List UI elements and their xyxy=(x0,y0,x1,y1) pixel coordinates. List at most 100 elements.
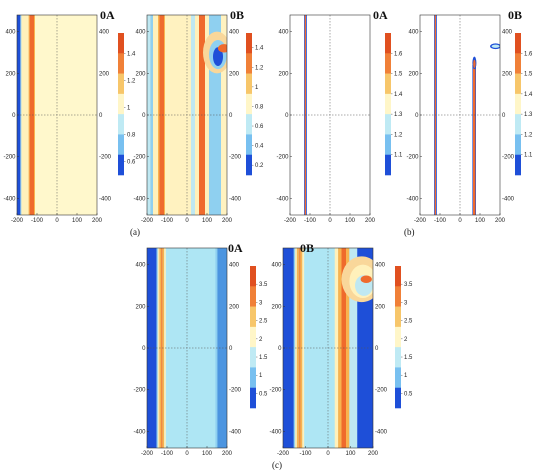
x-tick-label: 100 xyxy=(202,218,213,224)
colorbar-segment xyxy=(395,266,401,287)
x-tick-label: -100 xyxy=(31,218,44,224)
right-y-tick-label: -200 xyxy=(375,388,388,394)
right-y-tick-label: -200 xyxy=(229,388,242,394)
heatmap-band-6 xyxy=(302,248,305,448)
colorbar-tick-label: 1.2 xyxy=(524,132,533,138)
colorbar: 1.6 1.5 1.4 1.3 1.2 1.1 xyxy=(385,33,403,176)
y-tick-label: 200 xyxy=(135,304,146,310)
heatmap-band-7 xyxy=(195,15,199,215)
colorbar-tick-label: 0.5 xyxy=(259,391,268,397)
colorbar-segment xyxy=(385,53,391,74)
y-tick-label: 200 xyxy=(278,71,289,77)
heatmap-blob-3 xyxy=(218,44,227,53)
right-y-tick-label: 0 xyxy=(502,113,506,119)
colorbar-tick-label: 0.6 xyxy=(255,124,264,130)
colorbar-segment xyxy=(515,73,521,95)
colorbar-segment xyxy=(515,93,521,115)
panel-title: 0B xyxy=(508,8,522,22)
heatmap-bar-1 xyxy=(473,67,476,215)
colorbar-segment xyxy=(246,53,252,74)
y-tick-label: 400 xyxy=(135,263,146,269)
y-tick-label: -400 xyxy=(276,196,289,202)
x-tick-label: 200 xyxy=(365,218,376,224)
y-tick-label: -200 xyxy=(3,155,16,161)
heatmap-band-1 xyxy=(293,248,296,448)
heatmap-band-4 xyxy=(159,15,164,215)
x-tick-label: -200 xyxy=(414,218,427,224)
colorbar-segment xyxy=(118,154,124,176)
heatmap-band-5 xyxy=(34,15,35,215)
right-y-tick-label: 400 xyxy=(99,30,110,36)
heatmap-panel-3: -200 -100 0 100 200 400 200 0 -200 -400 400 200 0 -20… xyxy=(406,8,533,224)
heatmap-panel-1: -200 -100 0 100 200 400 200 0 -200 -400 400 200 0 -20… xyxy=(133,8,264,224)
colorbar-tick-label: 3 xyxy=(404,300,408,306)
y-tick-label: 400 xyxy=(135,30,146,36)
colorbar-segment xyxy=(395,286,401,307)
x-tick-label: 0 xyxy=(185,451,189,457)
colorbar-tick-label: 1.5 xyxy=(259,355,268,361)
y-tick-label: 200 xyxy=(408,71,419,77)
heatmap-band-0 xyxy=(147,248,157,448)
panel-title: 0B xyxy=(230,8,244,22)
colorbar-segment xyxy=(385,33,391,54)
right-y-tick-label: 400 xyxy=(229,263,240,269)
heatmap-band-4 xyxy=(29,15,34,215)
colorbar-segment xyxy=(246,134,252,156)
colorbar-tick-label: 1.2 xyxy=(394,132,403,138)
caption-c: (c) xyxy=(272,460,282,470)
x-tick-label: 0 xyxy=(326,451,330,457)
y-tick-label: 0 xyxy=(12,113,16,119)
colorbar-segment xyxy=(118,114,124,135)
right-y-tick-label: 0 xyxy=(229,113,233,119)
y-tick-label: -400 xyxy=(3,196,16,202)
panel-title: 0A xyxy=(373,8,388,22)
y-tick-label: -400 xyxy=(133,196,146,202)
colorbar-tick-label: 0.8 xyxy=(127,132,136,138)
colorbar-segment xyxy=(385,73,391,95)
x-tick-label: 200 xyxy=(495,218,506,224)
colorbar-segment xyxy=(250,306,256,328)
caption-a: (a) xyxy=(130,227,140,237)
x-tick-label: 0 xyxy=(458,218,462,224)
colorbar-tick-label: 3 xyxy=(259,300,263,306)
heatmap-band-2 xyxy=(157,248,160,448)
caption-b: (b) xyxy=(404,227,415,237)
heatmap-panel-0: -200 -100 0 100 200 400 200 0 -200 -400 400 200 0 -20… xyxy=(3,8,136,224)
x-tick-label: 0 xyxy=(55,218,59,224)
y-tick-label: 200 xyxy=(135,71,146,77)
colorbar-tick-label: 1 xyxy=(404,373,408,379)
colorbar-segment xyxy=(246,33,252,54)
panel-title: 0A xyxy=(100,8,115,22)
right-y-tick-label: -400 xyxy=(375,429,388,435)
right-y-tick-label: -200 xyxy=(99,155,112,161)
colorbar-tick-label: 1 xyxy=(259,373,263,379)
colorbar-tick-label: 1.5 xyxy=(394,72,403,78)
colorbar-tick-label: 3.5 xyxy=(259,282,268,288)
colorbar-segment xyxy=(250,367,256,389)
right-y-tick-label: 200 xyxy=(375,304,386,310)
y-tick-label: -200 xyxy=(406,155,419,161)
x-tick-label: -100 xyxy=(434,218,447,224)
y-tick-label: 400 xyxy=(5,30,16,36)
colorbar-segment xyxy=(395,306,401,328)
x-tick-label: 0 xyxy=(185,218,189,224)
right-y-tick-label: 200 xyxy=(502,71,513,77)
colorbar-tick-label: 3.5 xyxy=(404,282,413,288)
colorbar-segment xyxy=(250,326,256,348)
x-tick-label: 100 xyxy=(72,218,83,224)
y-tick-label: -400 xyxy=(406,196,419,202)
colorbar-segment xyxy=(250,347,256,368)
x-tick-label: -100 xyxy=(304,218,317,224)
colorbar-tick-label: 2 xyxy=(404,337,408,343)
x-tick-label: 0 xyxy=(328,218,332,224)
colorbar: 3.5 3 2.5 2 1.5 1 0.5 xyxy=(395,266,413,409)
heatmap-band-2 xyxy=(153,15,158,215)
colorbar-segment xyxy=(118,134,124,156)
colorbar-segment xyxy=(385,154,391,176)
heatmap-band-8 xyxy=(338,248,342,448)
heatmap-band-2 xyxy=(21,15,29,215)
y-tick-label: 200 xyxy=(271,304,282,310)
heatmap-blob-3 xyxy=(491,44,500,48)
right-y-tick-label: -200 xyxy=(229,155,242,161)
right-y-tick-label: 0 xyxy=(99,113,103,119)
